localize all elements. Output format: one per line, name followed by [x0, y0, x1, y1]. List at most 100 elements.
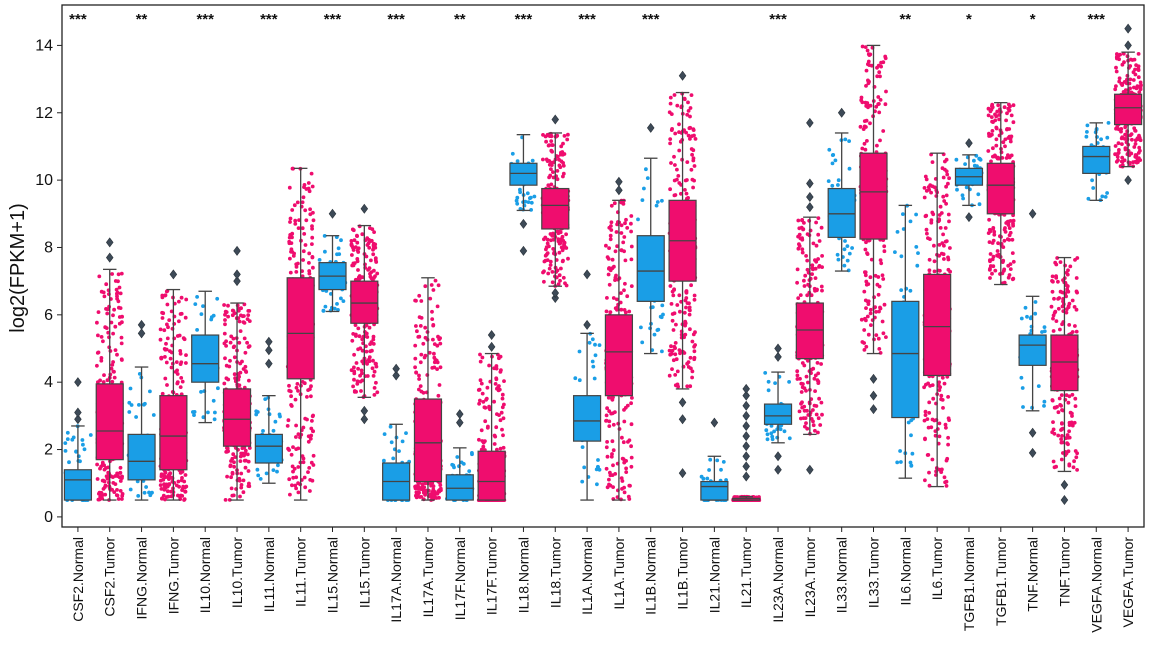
jitter-point	[623, 281, 627, 286]
jitter-point	[1000, 271, 1005, 276]
jitter-point	[247, 378, 251, 383]
jitter-point	[688, 137, 692, 141]
jitter-point	[946, 181, 950, 186]
jitter-point	[884, 335, 888, 339]
jitter-point	[622, 235, 627, 239]
jitter-point	[310, 419, 314, 423]
jitter-point	[866, 332, 871, 337]
jitter-point	[1019, 316, 1024, 321]
jitter-point	[629, 455, 634, 460]
jitter-point	[615, 244, 619, 249]
jitter-point	[1002, 280, 1007, 285]
jitter-point	[836, 257, 841, 262]
jitter-point	[1020, 386, 1025, 390]
jitter-point	[613, 249, 618, 254]
jitter-point	[863, 316, 867, 321]
jitter-point	[619, 476, 624, 480]
jitter-point	[1007, 127, 1012, 131]
jitter-point	[677, 122, 681, 127]
jitter-point	[926, 236, 930, 241]
jitter-point	[609, 220, 614, 225]
jitter-point	[1023, 305, 1028, 310]
jitter-point	[721, 460, 726, 464]
jitter-point	[294, 423, 298, 428]
jitter-point	[1011, 276, 1016, 281]
jitter-point	[113, 348, 118, 352]
jitter-point	[356, 268, 360, 272]
jitter-point	[551, 175, 556, 180]
jitter-point	[483, 439, 487, 443]
jitter-point	[241, 320, 246, 324]
jitter-point	[804, 421, 808, 425]
jitter-point	[102, 467, 107, 472]
jitter-point	[629, 401, 633, 406]
jitter-point	[667, 110, 672, 115]
jitter-point	[360, 275, 365, 280]
jitter-point	[901, 227, 906, 231]
jitter-point	[770, 437, 775, 442]
jitter-point	[165, 336, 170, 341]
jitter-point	[924, 227, 929, 232]
jitter-point	[120, 320, 124, 325]
jitter-point	[693, 137, 698, 141]
jitter-point	[593, 342, 597, 347]
jitter-point	[96, 497, 101, 502]
jitter-point	[547, 266, 552, 271]
jitter-point	[500, 392, 505, 397]
jitter-point	[498, 446, 503, 451]
jitter-point	[550, 280, 555, 285]
jitter-point	[487, 363, 491, 368]
jitter-point	[927, 470, 931, 475]
jitter-point	[310, 242, 314, 247]
jitter-point	[1007, 102, 1011, 107]
jitter-point	[1066, 305, 1071, 310]
jitter-point	[881, 331, 886, 336]
jitter-point	[922, 186, 927, 190]
jitter-point	[159, 474, 164, 479]
jitter-point	[515, 201, 520, 206]
jitter-point	[842, 247, 847, 252]
jitter-point	[667, 373, 672, 378]
jitter-point	[370, 366, 375, 371]
jitter-point	[360, 337, 365, 342]
jitter-point	[608, 233, 613, 238]
jitter-point	[819, 400, 824, 405]
jitter-point	[805, 267, 810, 272]
jitter-point	[367, 359, 372, 364]
jitter-point	[683, 298, 688, 303]
jitter-point	[810, 263, 815, 268]
jitter-point	[1002, 105, 1007, 110]
jitter-point	[414, 324, 418, 328]
jitter-point	[683, 332, 688, 337]
jitter-point	[672, 154, 676, 159]
jitter-point	[418, 384, 423, 388]
jitter-point	[367, 325, 372, 330]
jitter-point	[550, 270, 555, 274]
jitter-point	[144, 485, 149, 489]
jitter-point	[544, 139, 548, 144]
jitter-point	[687, 126, 692, 131]
jitter-point	[287, 477, 292, 482]
jitter-point	[878, 138, 882, 143]
jitter-point	[625, 294, 630, 299]
jitter-point	[660, 198, 664, 203]
jitter-point	[679, 191, 683, 196]
jitter-point	[388, 424, 393, 429]
jitter-point	[467, 469, 472, 473]
jitter-point	[470, 451, 474, 455]
jitter-point	[615, 305, 619, 310]
jitter-point	[223, 322, 227, 327]
jitter-point	[990, 271, 994, 276]
jitter-point	[118, 291, 123, 296]
jitter-point	[224, 339, 229, 344]
jitter-point	[865, 299, 870, 304]
jitter-point	[619, 291, 623, 295]
jitter-point	[615, 297, 619, 302]
jitter-point	[108, 349, 113, 353]
jitter-point	[226, 449, 231, 454]
jitter-point	[243, 465, 248, 470]
jitter-point	[923, 413, 928, 417]
jitter-point	[878, 74, 882, 79]
jitter-point	[436, 334, 440, 339]
jitter-point	[863, 45, 868, 49]
